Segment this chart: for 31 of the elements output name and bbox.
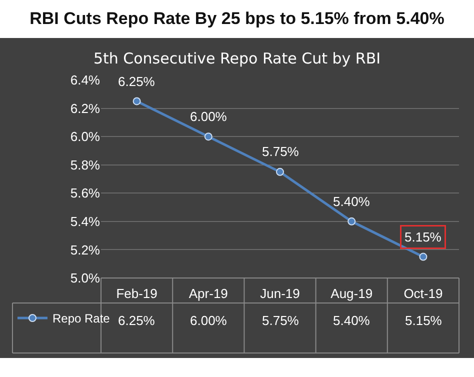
point xyxy=(348,217,356,226)
point xyxy=(276,168,284,176)
point xyxy=(419,252,428,261)
legend-label: Repo Rate xyxy=(52,312,110,326)
x-tick-label: Oct-19 xyxy=(404,286,443,301)
y-tick-label: 6.2% xyxy=(70,100,100,116)
data-label: 5.40% xyxy=(333,313,370,328)
point xyxy=(204,132,212,141)
data-label: 5.75% xyxy=(262,313,300,328)
x-tick-label: Apr-19 xyxy=(188,286,228,301)
text: 5.15% xyxy=(404,230,442,244)
chart-subtitle: 5th Consecutive Repo Rate Cut by RBI xyxy=(93,49,381,68)
text: 6.25% xyxy=(118,74,155,89)
text: 5.75% xyxy=(262,144,299,159)
data-label: 6.25% xyxy=(118,313,156,328)
y-tick-label: 6.4% xyxy=(70,72,100,88)
y-tick-label: 5.0% xyxy=(70,270,100,286)
y-tick-label: 5.4% xyxy=(70,214,100,229)
y-tick-label: 5.6% xyxy=(70,186,100,201)
x-tick-label: Aug-19 xyxy=(330,286,373,301)
y-tick-label: 6.0% xyxy=(70,129,100,144)
x-tick-label: Jun-19 xyxy=(260,286,300,301)
y-tick-label: 5.8% xyxy=(70,157,100,172)
x-tick-label: Feb-19 xyxy=(116,286,158,301)
text: 6.00% xyxy=(190,109,227,124)
data-label: 5.15% xyxy=(405,313,442,328)
text: 5.40% xyxy=(333,194,370,209)
point xyxy=(132,97,141,106)
y-tick-label: 5.2% xyxy=(70,242,100,258)
data-label: 6.00% xyxy=(190,313,228,328)
chart-title: RBI Cuts Repo Rate By 25 bps to 5.15% from 5.40% xyxy=(28,8,446,30)
